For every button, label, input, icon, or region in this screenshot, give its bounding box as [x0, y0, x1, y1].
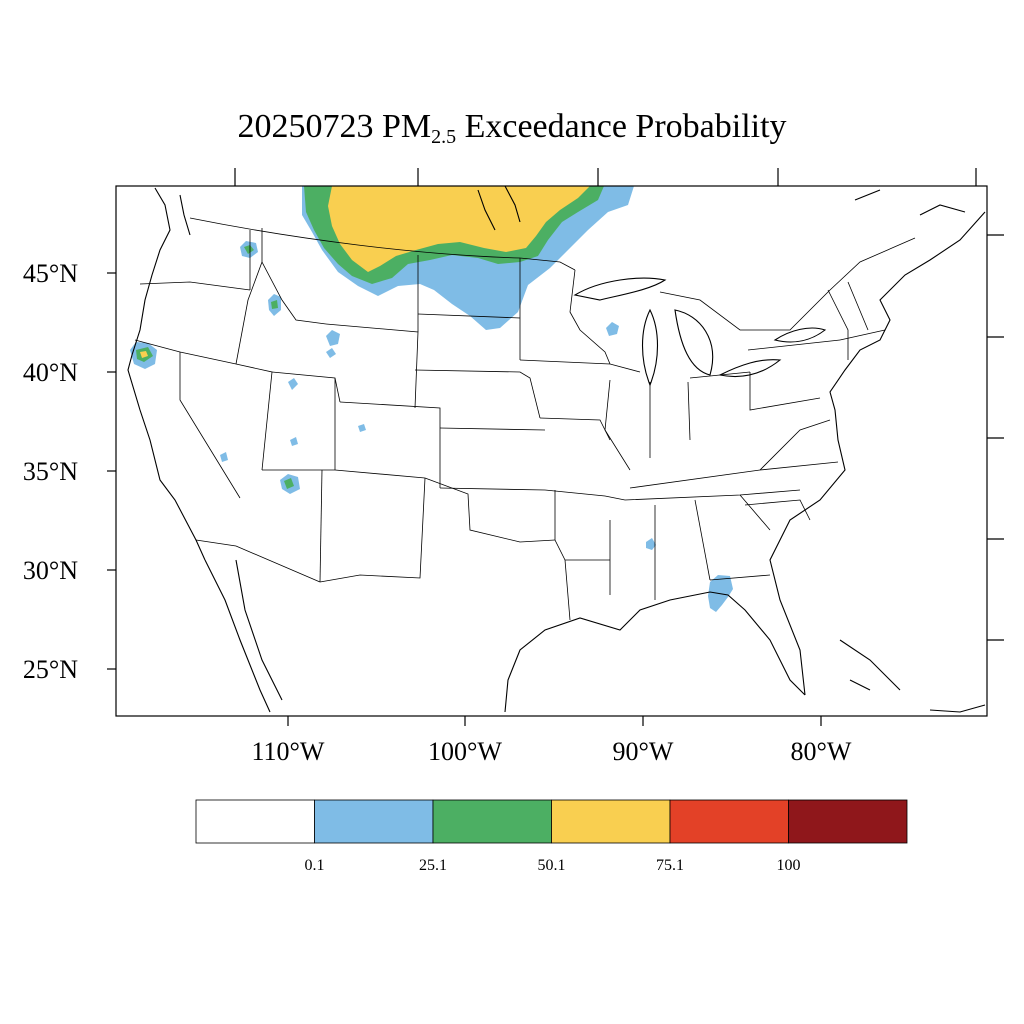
prob-spot-nevada	[220, 452, 228, 462]
title-date: 20250723	[237, 108, 374, 145]
lat-label-25: 25°N	[23, 655, 78, 684]
colorbar-box-1	[314, 799, 434, 844]
lon-label-100w: 100°W	[428, 737, 502, 766]
colorbar-label-25-1: 25.1	[419, 857, 447, 874]
prob-spot-colorado	[358, 424, 366, 432]
lat-label-45: 45°N	[23, 259, 78, 288]
state-boundaries	[134, 217, 916, 621]
colorbar-label-75-1: 75.1	[656, 857, 684, 874]
prob-spot-utah-1	[288, 378, 298, 390]
title-pm-subscript: 2.5	[431, 126, 457, 148]
lon-label-90w: 90°W	[613, 737, 674, 766]
lat-label-35: 35°N	[23, 457, 78, 486]
lon-label-80w: 80°W	[791, 737, 852, 766]
colorbar	[195, 799, 908, 844]
colorbar-label-0-1: 0.1	[305, 857, 325, 874]
colorbar-box-2	[432, 799, 552, 844]
prob-spot-wyoming-1	[326, 330, 340, 346]
colorbar-box-0	[195, 799, 315, 844]
map-title: 20250723 PM2.5 Exceedance Probability	[0, 108, 1024, 149]
prob-spot-wisconsin	[606, 322, 619, 336]
axis-ticks	[107, 168, 1004, 726]
prob-spot-idaho-green	[271, 300, 278, 309]
colorbar-label-100: 100	[777, 857, 801, 874]
title-rest: Exceedance Probability	[464, 108, 787, 145]
colorbar-label-50-1: 50.1	[538, 857, 566, 874]
coastlines	[127, 186, 986, 713]
colorbar-box-5	[788, 799, 908, 844]
colorbar-box-3	[551, 799, 671, 844]
colorbar-box-4	[669, 799, 789, 844]
prob-field-yellow-north	[328, 186, 590, 272]
title-pm: PM	[381, 108, 432, 145]
lon-label-110w: 110°W	[252, 737, 325, 766]
prob-spot-utah-2	[290, 437, 298, 446]
probability-fields	[130, 186, 733, 612]
map-area	[127, 186, 986, 713]
map-frame	[115, 185, 988, 717]
prob-spot-washington-green	[244, 245, 254, 254]
prob-spot-ca-yellow	[140, 351, 148, 358]
lat-label-40: 40°N	[23, 358, 78, 387]
lat-label-30: 30°N	[23, 556, 78, 585]
prob-spot-arizona-green	[284, 478, 294, 489]
prob-spot-mississippi	[646, 538, 656, 550]
prob-spot-wyoming-2	[326, 348, 336, 358]
